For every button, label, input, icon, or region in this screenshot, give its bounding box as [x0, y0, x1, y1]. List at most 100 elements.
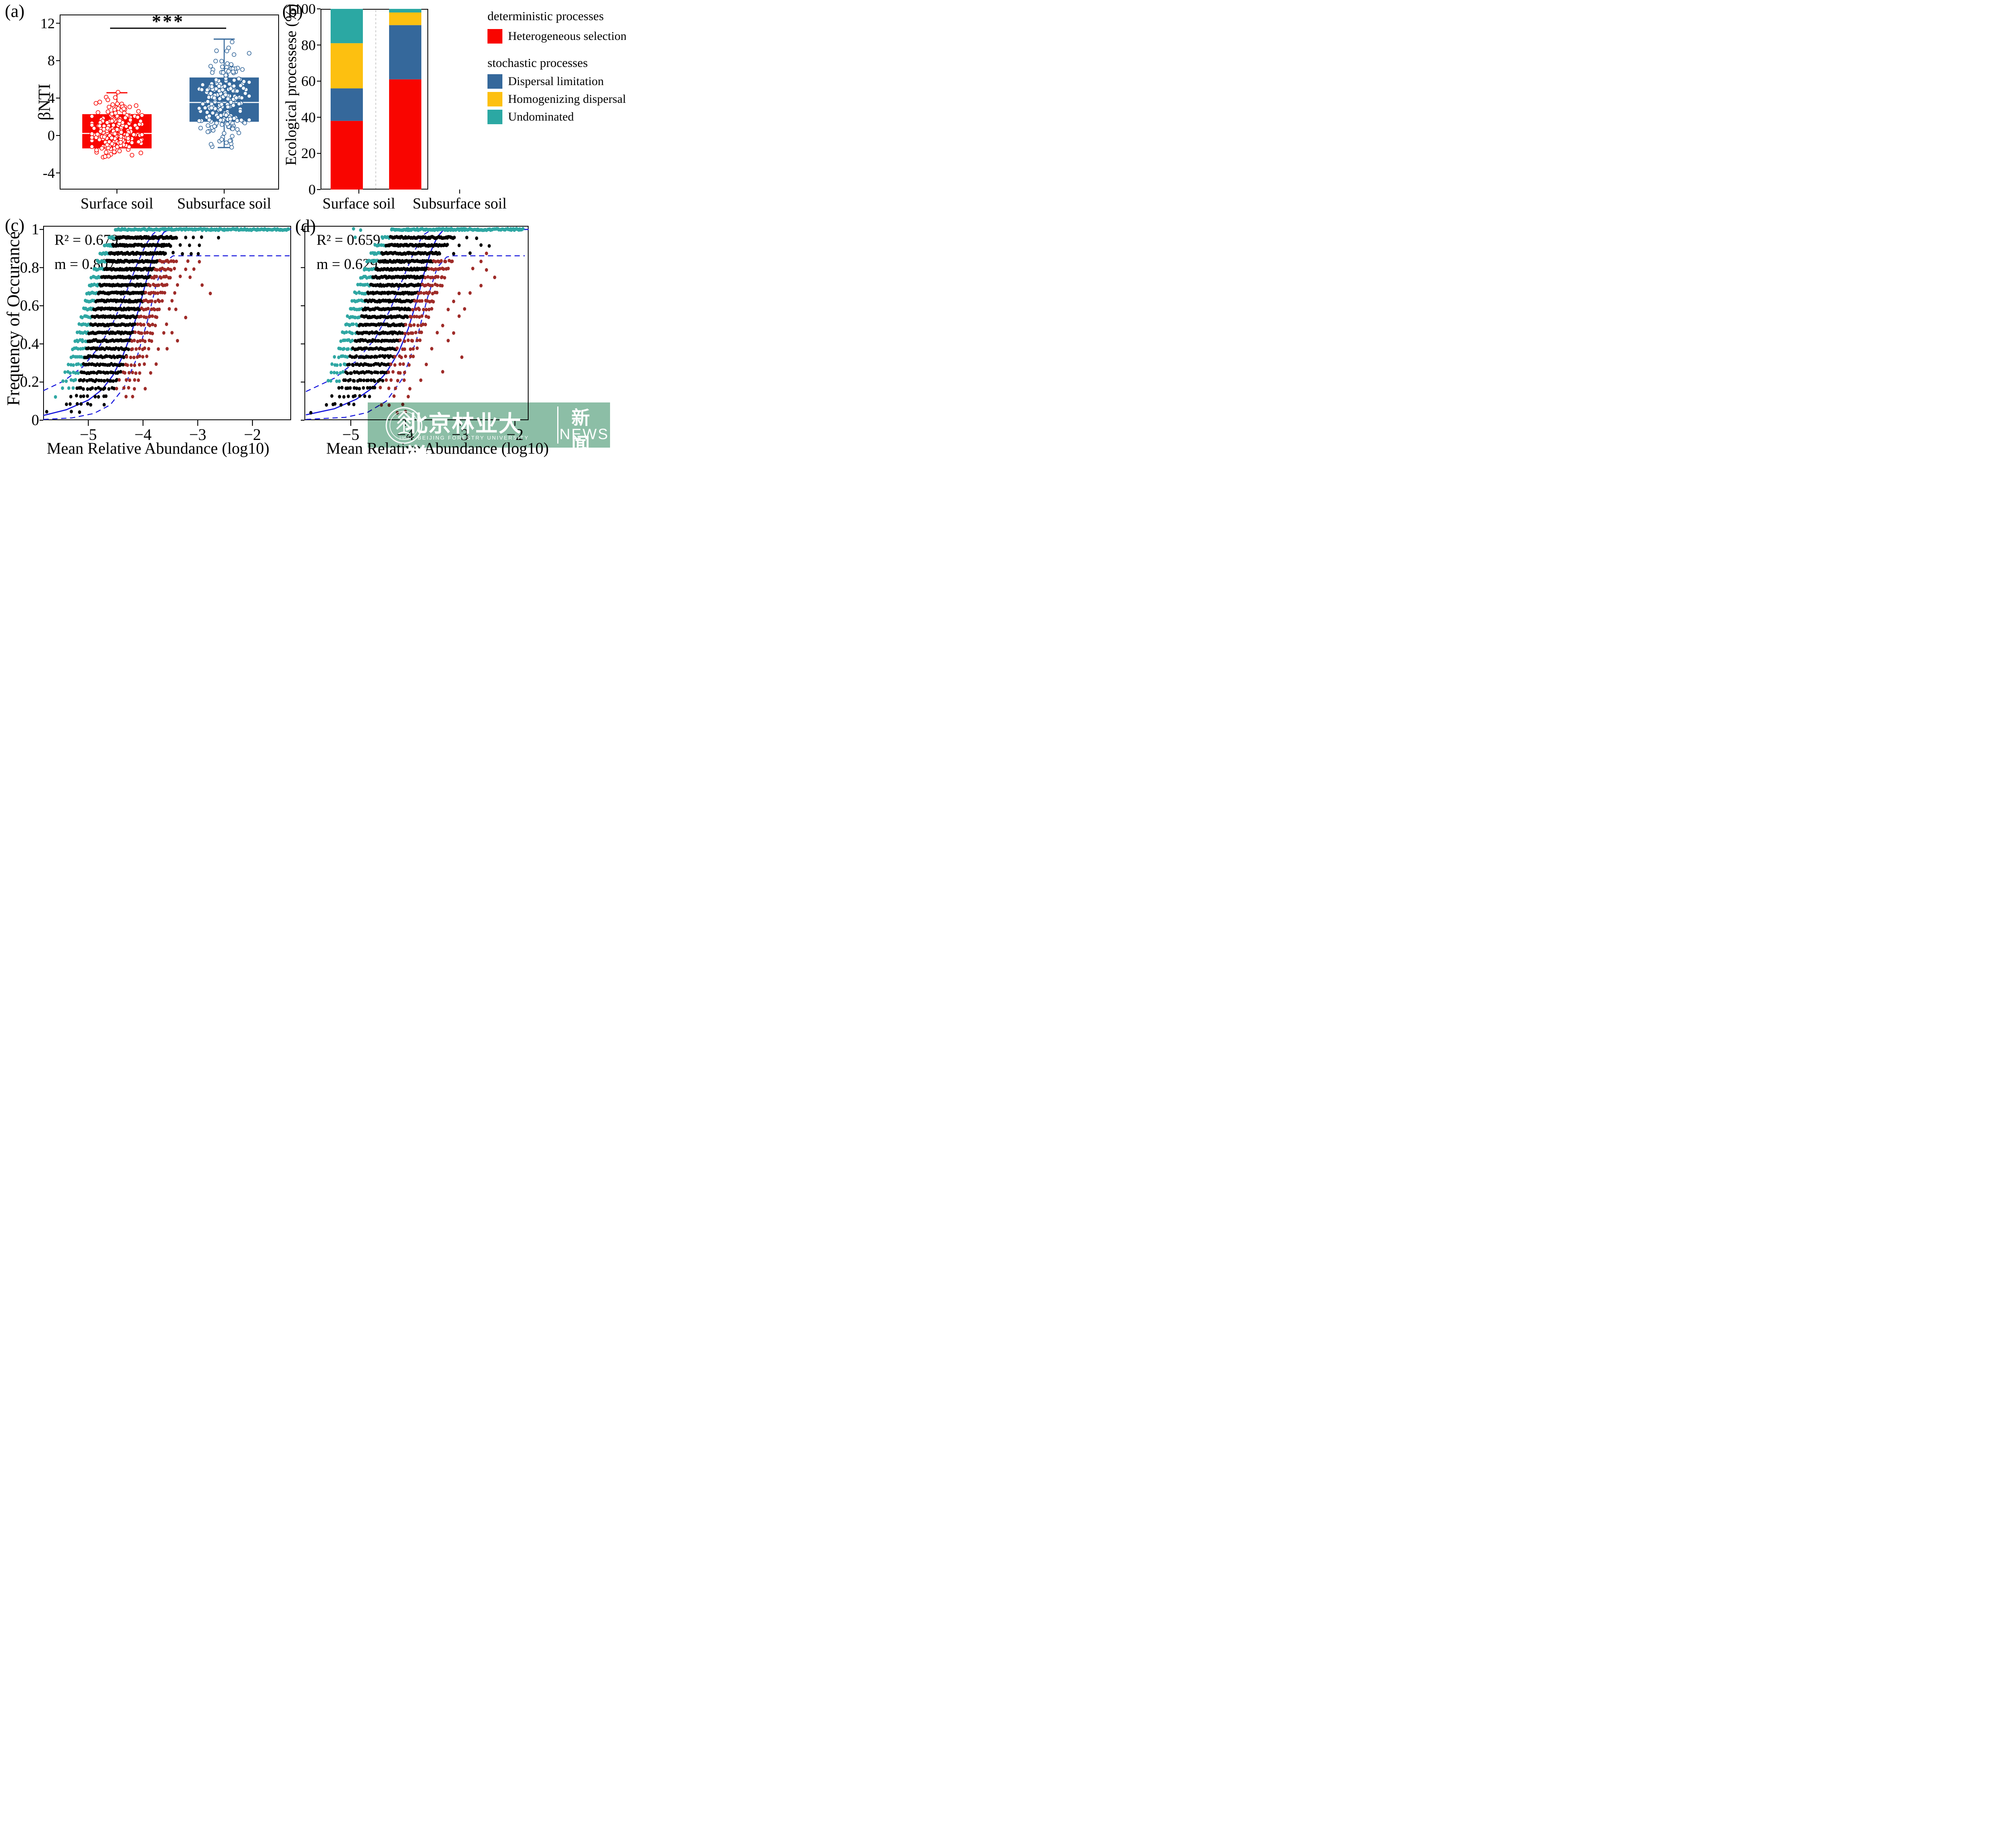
scatter-point — [431, 283, 434, 288]
scatter-point — [170, 299, 174, 303]
scatter-point — [479, 259, 483, 263]
jitter-point — [135, 115, 140, 120]
scatter-point — [418, 308, 421, 312]
jitter-point — [218, 118, 223, 123]
scatter-point — [142, 323, 146, 327]
chart-marks — [40, 8, 529, 426]
scatter-point — [422, 308, 425, 312]
jitter-point — [106, 109, 110, 114]
scatter-point — [117, 370, 120, 374]
scatter-point — [403, 339, 406, 343]
scatter-point — [393, 363, 397, 367]
scatter-point — [79, 394, 83, 398]
scatter-point — [446, 267, 450, 271]
scatter-point — [164, 251, 167, 255]
dispersal-limitation-swatch — [487, 74, 502, 89]
scatter-point — [196, 252, 200, 256]
scatter-point — [411, 308, 414, 312]
scatter-point — [371, 347, 375, 351]
scatter-point — [113, 355, 117, 359]
scatter-point — [127, 347, 130, 351]
scatter-point — [438, 252, 442, 256]
jitter-point — [123, 115, 128, 120]
scatter-point — [378, 378, 382, 382]
jitter-point — [116, 90, 121, 95]
scatter-point — [367, 378, 370, 382]
scatter-point — [186, 259, 190, 263]
jitter-point — [105, 142, 110, 147]
scatter-point — [119, 370, 123, 374]
scatter-point — [162, 260, 165, 264]
scatter-point — [129, 355, 133, 359]
scatter-point — [103, 379, 106, 383]
legend-item-undominated: Undominated — [487, 110, 574, 124]
jitter-point — [205, 129, 210, 134]
scatter-point — [132, 355, 136, 359]
scatter-point — [138, 354, 142, 358]
panel-c-ytick-label: 0.4 — [20, 335, 40, 352]
jitter-point — [219, 122, 225, 127]
jitter-point — [213, 58, 218, 64]
scatter-point — [133, 330, 137, 334]
scatter-point — [359, 378, 363, 382]
jitter-point — [125, 132, 129, 137]
scatter-point — [460, 355, 464, 359]
scatter-point — [115, 378, 119, 382]
panel-a-letter: (a) — [5, 1, 25, 21]
watermark-news-cn: 新闻 — [571, 407, 590, 455]
scatter-point — [92, 371, 96, 375]
jitter-point — [117, 118, 122, 123]
scatter-point — [119, 354, 122, 358]
scatter-point — [136, 340, 140, 344]
scatter-point — [147, 347, 150, 351]
jitter-point — [217, 84, 221, 89]
jitter-point — [228, 117, 233, 121]
scatter-point — [479, 243, 483, 247]
scatter-point — [97, 378, 101, 382]
scatter-point — [143, 362, 146, 366]
scatter-point — [485, 268, 488, 272]
jitter-point — [238, 83, 243, 88]
scatter-point — [160, 290, 164, 294]
scatter-point — [404, 323, 408, 327]
jitter-point — [236, 131, 241, 135]
scatter-point — [434, 267, 437, 271]
jitter-point — [232, 78, 237, 83]
scatter-point — [358, 394, 362, 398]
jitter-point — [103, 154, 108, 159]
legend-item-label: Heterogeneous selection — [508, 29, 626, 43]
panel-b-category-label: Subsurface soil — [412, 195, 507, 212]
scatter-point — [332, 371, 336, 375]
scatter-point — [143, 339, 147, 343]
scatter-point — [427, 307, 431, 311]
jitter-point — [209, 84, 214, 89]
scatter-point — [339, 403, 343, 407]
jitter-point — [243, 91, 248, 96]
scatter-point — [387, 370, 390, 374]
scatter-point — [493, 275, 496, 279]
scatter-point — [198, 260, 201, 264]
panel-a-category-label: Subsurface soil — [177, 195, 271, 212]
scatter-point — [415, 315, 419, 319]
panel-d-stats: R² = 0.659 m = 0.629 — [317, 228, 380, 277]
jitter-point — [209, 106, 214, 110]
jitter-point — [210, 70, 215, 75]
scatter-point — [150, 339, 153, 343]
jitter-point — [90, 131, 94, 136]
scatter-point — [167, 260, 170, 264]
scatter-point — [337, 386, 341, 390]
watermark: 1952 北京林业大学 BEIJING FORESTRY UNIVERSITY … — [368, 402, 610, 458]
scatter-point — [74, 378, 77, 382]
scatter-point — [109, 379, 112, 383]
panel-d-r2: R² = 0.659 — [317, 232, 381, 248]
scatter-point — [154, 291, 157, 295]
scatter-point — [146, 331, 149, 335]
jitter-point — [205, 88, 210, 92]
scatter-point — [440, 275, 444, 279]
panel-a-plot-area — [60, 15, 279, 190]
scatter-point — [82, 378, 86, 382]
scatter-point — [414, 307, 418, 311]
jitter-point — [112, 131, 117, 136]
scatter-point — [389, 378, 393, 382]
scatter-point — [375, 355, 379, 359]
